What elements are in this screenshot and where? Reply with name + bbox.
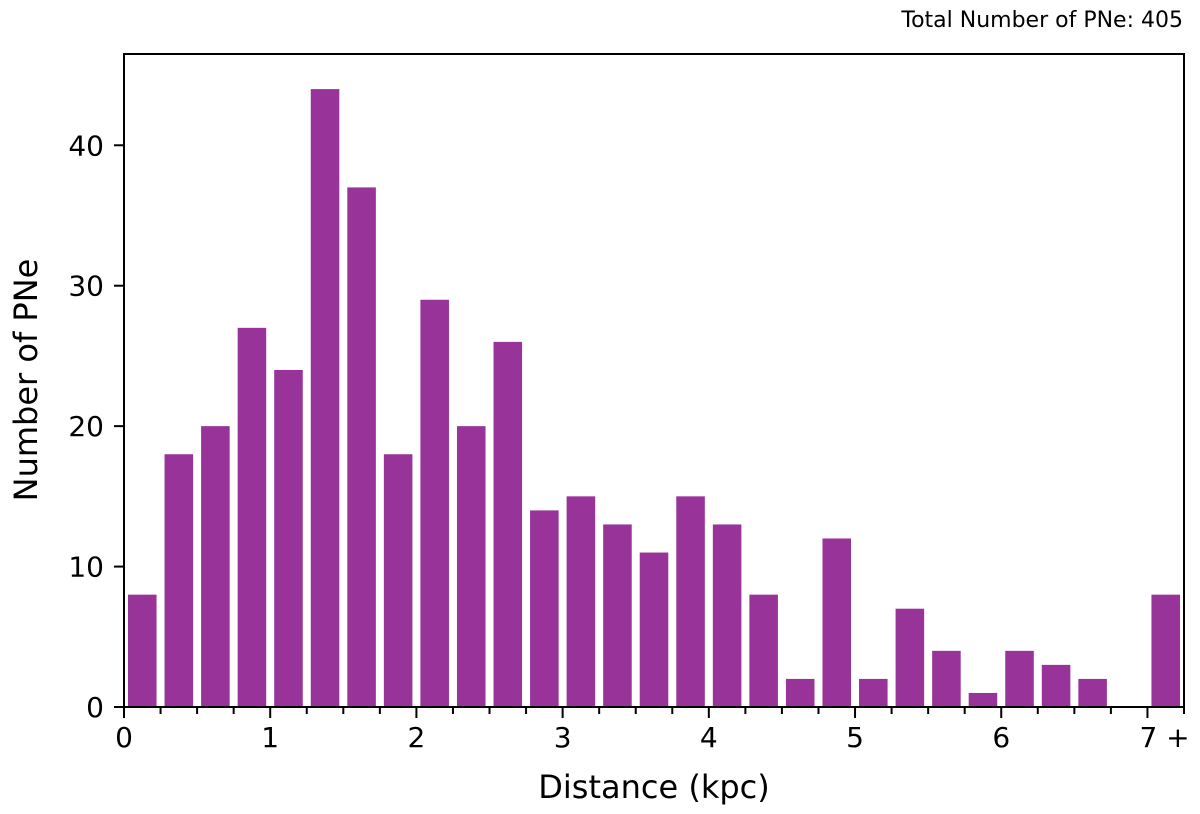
- histogram-bar: [493, 341, 523, 707]
- x-tick-label: 7 +: [1139, 721, 1189, 754]
- histogram-bar: [1005, 650, 1034, 707]
- histogram-bar: [201, 426, 230, 707]
- x-axis: 0 1 2 3 4 5 6 7 +: [115, 707, 1190, 754]
- histogram-bar: [712, 524, 742, 707]
- y-tick-label: 20: [68, 410, 104, 443]
- histogram-bar: [566, 496, 596, 707]
- histogram-bar: [420, 299, 449, 707]
- x-tick-label: 1: [261, 721, 279, 754]
- total-count-label: Total Number of PNe: 405: [900, 8, 1183, 33]
- y-axis-title: Number of PNe: [7, 259, 45, 502]
- histogram-bar: [1041, 664, 1071, 707]
- histogram-bar: [530, 510, 559, 707]
- histogram-bar: [310, 89, 340, 708]
- y-tick-label: 0: [86, 691, 104, 724]
- x-tick-label: 3: [554, 721, 572, 754]
- x-tick-label: 4: [700, 721, 718, 754]
- histogram-bar: [785, 678, 815, 707]
- histogram-bar: [237, 327, 267, 707]
- histogram-bar: [895, 608, 925, 707]
- histogram-bar: [164, 454, 194, 707]
- y-axis: 0 10 20 30 40: [68, 129, 124, 724]
- histogram-bar: [1078, 678, 1107, 707]
- x-tick-label: 5: [846, 721, 864, 754]
- y-tick-label: 10: [68, 551, 104, 584]
- y-tick-label: 40: [68, 129, 104, 162]
- histogram-bar: [128, 594, 157, 707]
- histogram-bar: [383, 454, 413, 707]
- histogram-bar: [749, 594, 778, 707]
- plot-frame: [123, 53, 1185, 708]
- x-tick-label: 0: [115, 721, 133, 754]
- histogram-bar: [639, 552, 669, 707]
- bars-group: [128, 89, 1180, 708]
- histogram-bar: [968, 692, 998, 707]
- histogram-bar: [274, 369, 303, 707]
- histogram-bar: [456, 426, 486, 707]
- histogram-bar: [1151, 594, 1180, 707]
- histogram-bar: [822, 538, 852, 707]
- histogram-bar: [859, 678, 888, 707]
- y-tick-label: 30: [68, 270, 104, 303]
- histogram-bar: [932, 650, 961, 707]
- x-tick-label: 2: [407, 721, 425, 754]
- x-axis-title: Distance (kpc): [538, 768, 770, 806]
- histogram-bar: [603, 524, 632, 707]
- x-tick-label: 6: [992, 721, 1010, 754]
- histogram-bar: [347, 187, 376, 707]
- histogram-bar: [676, 496, 705, 707]
